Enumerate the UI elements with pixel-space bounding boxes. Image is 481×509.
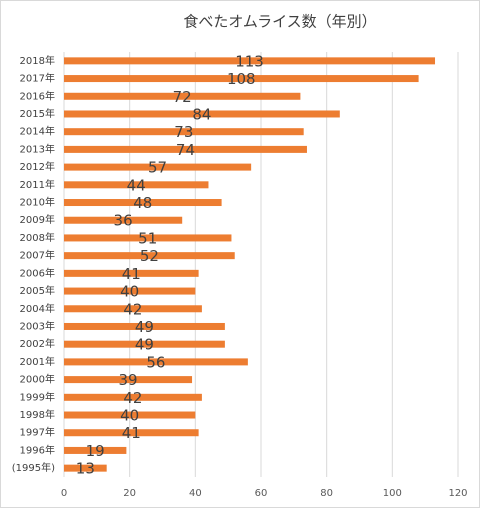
bar (64, 269, 199, 277)
bar (64, 464, 107, 472)
y-tick-label: 2014年 (20, 125, 55, 138)
x-tick-label: 100 (383, 488, 402, 499)
bar (64, 199, 222, 207)
y-tick-label: 2001年 (20, 355, 55, 368)
y-tick-label: 1997年 (20, 426, 55, 439)
bar (64, 252, 235, 260)
data-label: 108 (227, 70, 256, 88)
bar (64, 376, 193, 384)
y-tick-label: 2013年 (20, 142, 55, 155)
data-label: 84 (192, 105, 211, 123)
y-tick-label: 2003年 (20, 319, 55, 332)
data-label: 40 (120, 283, 139, 301)
y-tick-label: 2011年 (20, 178, 55, 191)
y-tick-label: 2016年 (20, 89, 55, 102)
x-tick-label: 80 (320, 488, 333, 499)
data-label: 42 (123, 389, 142, 407)
data-label: 52 (140, 247, 159, 265)
data-label: 57 (148, 159, 167, 177)
data-label: 72 (173, 88, 192, 106)
bar (64, 287, 196, 295)
data-label: 74 (176, 141, 195, 159)
bar (64, 429, 199, 437)
y-tick-label: 2010年 (20, 196, 55, 209)
data-label: 39 (118, 371, 137, 389)
y-tick-label: 1998年 (20, 408, 55, 421)
data-label: 73 (174, 123, 193, 141)
data-label: 41 (122, 424, 141, 442)
data-label: 48 (133, 194, 152, 212)
data-label: 36 (114, 212, 133, 230)
y-tick-label: 2007年 (20, 249, 55, 262)
y-tick-label: 2009年 (20, 213, 55, 226)
bar (64, 163, 252, 171)
y-tick-label: 2015年 (20, 107, 55, 120)
bar (64, 128, 304, 136)
y-tick-label: 1996年 (20, 443, 55, 456)
bar (64, 145, 307, 153)
x-tick-label: 40 (189, 488, 202, 499)
bar (64, 322, 225, 330)
bar (64, 340, 225, 348)
y-tick-label: 2004年 (20, 302, 55, 315)
data-label: 56 (146, 353, 165, 371)
y-tick-label: (1995年) (12, 461, 55, 474)
bar (64, 358, 248, 366)
data-label: 42 (123, 300, 142, 318)
bar (64, 446, 127, 454)
x-tick-label: 20 (123, 488, 136, 499)
x-tick-label: 0 (61, 488, 67, 499)
bar (64, 411, 196, 419)
bar (64, 75, 419, 83)
data-label: 41 (122, 265, 141, 283)
y-tick-label: 2012年 (20, 160, 55, 173)
y-tick-label: 1999年 (20, 390, 55, 403)
data-label: 113 (235, 52, 264, 70)
y-tick-label: 2018年 (20, 54, 55, 67)
data-label: 19 (86, 442, 105, 460)
bar (64, 216, 183, 224)
bar (64, 92, 301, 100)
bar (64, 393, 202, 401)
bar (64, 110, 340, 118)
bar (64, 57, 436, 65)
y-tick-label: 2006年 (20, 266, 55, 279)
data-label: 40 (120, 407, 139, 425)
y-tick-label: 2000年 (20, 373, 55, 386)
data-label: 51 (138, 229, 157, 247)
data-label: 13 (76, 460, 95, 478)
x-tick-label: 120 (448, 488, 467, 499)
x-tick-label: 60 (255, 488, 268, 499)
y-tick-label: 2008年 (20, 231, 55, 244)
bar (64, 181, 209, 189)
y-tick-label: 2005年 (20, 284, 55, 297)
data-label: 44 (127, 176, 146, 194)
y-tick-label: 2002年 (20, 337, 55, 350)
data-label: 49 (135, 336, 154, 354)
chart-title: 食べたオムライス数（年別） (183, 13, 376, 31)
bar (64, 234, 232, 242)
y-tick-label: 2017年 (20, 72, 55, 85)
data-label: 49 (135, 318, 154, 336)
bar (64, 305, 202, 313)
